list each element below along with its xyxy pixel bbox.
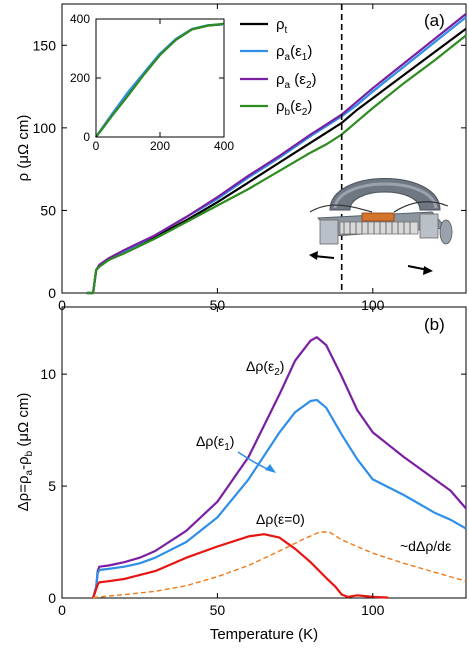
panel-b-xtick-label: 0 xyxy=(58,602,66,618)
panel-b-ytick-label: 5 xyxy=(48,478,56,494)
panel-a-xtick-label: 50 xyxy=(210,297,226,313)
legend-item-rho-b-e2: ρb(ε2) xyxy=(240,98,312,118)
panel-a-ylabel: ρ (μΩ cm) xyxy=(15,115,32,182)
panel-b-frame xyxy=(61,306,467,599)
legend: ρt ρa(ε1) ρa (ε2) ρb(ε2) xyxy=(240,16,317,118)
legend-item-rho-t: ρt xyxy=(240,16,288,36)
panel-b-ticks: 0 50 100 0 5 10 xyxy=(40,307,466,618)
inset-xtick-label: 200 xyxy=(150,139,170,153)
inset-ytick-label: 400 xyxy=(70,12,90,26)
inset-frame xyxy=(95,18,225,138)
panel-b-label: (b) xyxy=(424,315,445,334)
legend-item-rho-a-e2: ρa (ε2) xyxy=(240,71,317,91)
inset-xtick-label: 0 xyxy=(93,139,100,153)
panel-b-series xyxy=(92,336,467,599)
device-screw-thread xyxy=(343,222,411,234)
panel-a-series xyxy=(86,13,467,295)
panel-a-label: (a) xyxy=(424,11,445,30)
panel-b-xtick-label: 50 xyxy=(210,602,226,618)
panel-b-ylabel: Δρ=ρa-ρb (μΩ cm) xyxy=(15,393,35,512)
device-knob xyxy=(439,219,453,245)
panel-b-xtick-label: 100 xyxy=(361,602,385,618)
panel-a-series-rhob-e2 xyxy=(86,34,467,295)
inset-ticks: 0 200 400 0 200 400 xyxy=(70,12,234,153)
annotation-ddrho-de: ~dΔρ/dε xyxy=(400,538,451,554)
legend-item-rho-a-e1: ρa(ε1) xyxy=(240,43,312,63)
panel-b-ytick-label: 0 xyxy=(48,590,56,606)
device-wire-right xyxy=(393,201,449,213)
device-wire-left xyxy=(309,204,373,213)
inset-chart: 0 200 400 0 200 400 xyxy=(70,12,234,153)
panel-a-ytick-label: 100 xyxy=(33,120,57,136)
device-left-clamp xyxy=(319,219,339,245)
device-right-clamp xyxy=(419,213,439,239)
inset-xtick-label: 400 xyxy=(214,139,234,153)
legend-label-rho-a-e2: ρa (ε2) xyxy=(276,71,317,91)
panel-a-xtick-label: 100 xyxy=(361,297,385,313)
panel-a-ytick-label: 50 xyxy=(40,202,56,218)
annotation-arrowhead-e1 xyxy=(265,464,276,473)
legend-label-rho-b-e2: ρb(ε2) xyxy=(276,98,312,118)
panel-a-series-rhoa-e2 xyxy=(86,13,467,295)
panel-b-series-deltarho-e-0 xyxy=(92,533,389,599)
inset-series-rhob-e2 xyxy=(95,22,225,138)
device-ring-highlight xyxy=(333,182,438,209)
device-sample xyxy=(361,212,395,222)
panel-b: 0 50 100 0 5 10 (b) Δρ=ρa-ρb (μΩ cm) Temperat… xyxy=(15,306,467,643)
inset-ytick-label: 0 xyxy=(83,130,90,144)
panel-b-series-deltarho-e2 xyxy=(92,336,467,599)
device-screw-rod xyxy=(339,221,419,235)
panel-a-ytick-label: 0 xyxy=(48,285,56,301)
annotation-drho-e0: Δρ(ε=0) xyxy=(256,511,305,527)
device-arrowhead-right xyxy=(423,266,433,275)
panel-a-frame xyxy=(61,3,467,294)
x-axis-label: Temperature (K) xyxy=(210,626,318,643)
panel-b-ytick-label: 10 xyxy=(40,366,56,382)
annotation-drho-e1: Δρ(ε1) xyxy=(196,433,234,453)
panel-b-series-ddeltarho-de xyxy=(93,531,467,599)
strain-device-illustration xyxy=(309,178,453,275)
device-arrowhead-left xyxy=(309,251,318,260)
panel-a-ticks: 0 50 100 0 50 100 150 xyxy=(33,4,466,313)
panel-a-ytick-label: 150 xyxy=(33,37,57,53)
panel-a-xtick-label: 0 xyxy=(58,297,66,313)
legend-label-rho-a-e1: ρa(ε1) xyxy=(276,43,312,63)
panel-a: 0 50 100 0 50 100 150 (a) ρ (μΩ cm) ρt ρa(ε1) … xyxy=(15,3,467,313)
legend-label-rho-t: ρt xyxy=(276,16,288,36)
annotation-drho-e2: Δρ(ε2) xyxy=(246,358,284,378)
panel-b-series-deltarho-e1 xyxy=(92,398,467,599)
inset-series xyxy=(95,22,225,138)
inset-ytick-label: 200 xyxy=(70,71,90,85)
